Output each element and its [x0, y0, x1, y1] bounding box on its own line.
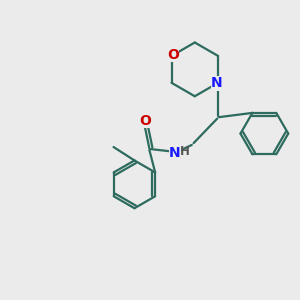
Text: N: N — [169, 146, 181, 160]
Text: O: O — [167, 48, 179, 62]
Text: O: O — [139, 114, 151, 128]
Text: H: H — [180, 145, 190, 158]
Text: N: N — [211, 76, 222, 90]
